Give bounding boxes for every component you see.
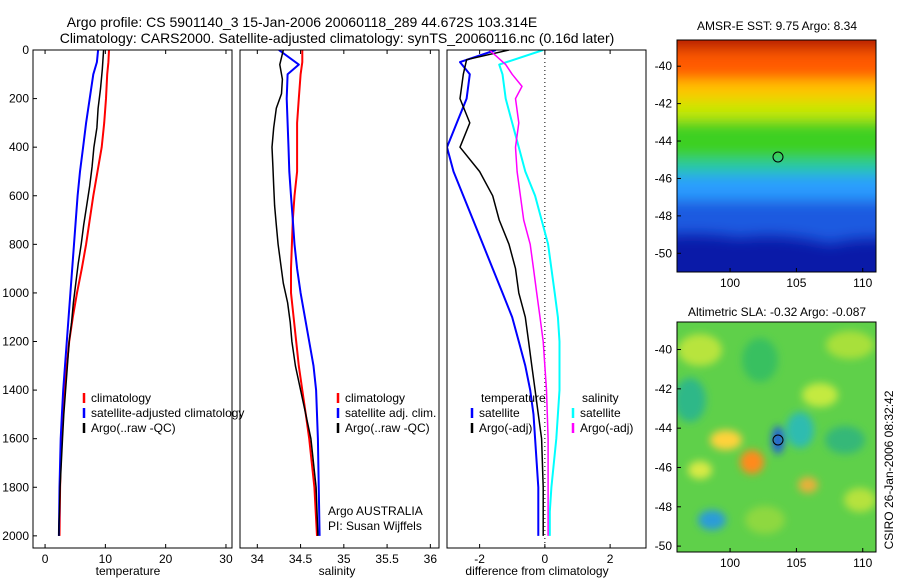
sst-map-box (676, 39, 877, 273)
salinity-xtick-label: 35 (337, 552, 351, 566)
sla-map-title: Altimetric SLA: -0.32 Argo: -0.087 (688, 305, 866, 319)
temperature-ytick-label: 2000 (2, 529, 29, 543)
salinity-xtick-label: 34.5 (289, 552, 313, 566)
legend-label: Argo(..raw -QC) (345, 421, 430, 435)
salinity-series-satellite-adj-clim (278, 50, 321, 536)
temperature-xtick-label: 30 (219, 552, 233, 566)
difference-axes: -2 0 2 (474, 50, 614, 566)
difference-xtick-label: -2 (474, 552, 485, 566)
difference-xtick-label: 2 (607, 552, 614, 566)
temperature-xtick-label: 20 (159, 552, 173, 566)
temperature-plot (57, 50, 110, 536)
legend-label: Argo(..raw -QC) (91, 421, 176, 435)
legend-label: satellite (580, 406, 621, 420)
temperature-ytick-label: 600 (9, 189, 29, 203)
temperature-series-climatology (58, 50, 110, 536)
figure-title-line1: Argo profile: CS 5901140_3 15-Jan-2006 2… (67, 14, 537, 30)
sla-argo-marker (772, 434, 784, 446)
temperature-series-satellite-adjusted-climatology (57, 50, 100, 536)
sla_map-ytick-label: -48 (655, 500, 673, 514)
temperature-ytick-label: 400 (9, 140, 29, 154)
temperature-series-argo-raw-qc (58, 50, 105, 536)
sst_map-ytick-label: -46 (655, 171, 673, 185)
sst_map-ytick-label: -44 (655, 134, 673, 148)
difference-series-temperature-satellite (447, 50, 540, 536)
salinity-xtick-label: 35.5 (375, 552, 399, 566)
sst_map-xtick-label: 105 (786, 276, 806, 290)
sla-map-image (677, 322, 876, 552)
argo-program-label: Argo AUSTRALIA (328, 504, 423, 518)
difference-xtick-label: 0 (542, 552, 549, 566)
salinity-axes-box (239, 49, 440, 549)
csiro-timestamp: CSIRO 26-Jan-2006 08:32:42 (882, 390, 896, 549)
sla_map-ytick-label: -46 (655, 460, 673, 474)
sst-map-panel: AMSR-E SST: 9.75 Argo: 8.34 100 105 110 -40… (655, 19, 877, 290)
temperature-xtick-label: 0 (42, 552, 49, 566)
sla_map-xtick-label: 110 (853, 556, 872, 570)
sst-map-title: AMSR-E SST: 9.75 Argo: 8.34 (697, 19, 857, 33)
sst_map-ytick-label: -48 (655, 209, 673, 223)
difference-panel: -2 0 2 difference from climatology tempera… (446, 49, 647, 578)
legend-group-heading: temperature (481, 391, 546, 405)
sla-map-box (676, 321, 877, 553)
salinity-plot (271, 50, 321, 536)
legend-group-heading: salinity (582, 391, 619, 405)
legend-label: satellite adj. clim. (345, 406, 436, 420)
salinity-series-climatology (290, 50, 318, 536)
sst-argo-marker (772, 151, 784, 163)
pi-name-label: PI: Susan Wijffels (328, 519, 422, 533)
salinity-panel: 34 34.5 35 35.5 36 salinity climatologysatel… (239, 49, 440, 578)
difference-legend: temperaturesatelliteArgo(-adj)salinitysa… (470, 391, 633, 435)
temperature-xtick-label: 10 (99, 552, 113, 566)
sst_map-ytick-label: -42 (655, 97, 673, 111)
temperature-xlabel: temperature (96, 564, 161, 578)
temperature-axes: 0 10 20 30 0 200 400 600 800 1000 1200 1400 1600 1800… (2, 43, 233, 566)
temperature-ytick-label: 1800 (2, 480, 29, 494)
sla-map-panel: Altimetric SLA: -0.32 Argo: -0.087 (655, 305, 877, 570)
sla-map-axes: 100 105 110 -40 -42 -44 -46 -48 -50 (655, 343, 873, 570)
salinity-series-argo-raw-qc (271, 50, 319, 536)
salinity-xtick-label: 34 (251, 552, 265, 566)
legend-label: Argo(-adj) (580, 421, 633, 435)
difference-series-salinity-satellite (498, 50, 561, 536)
temperature-ytick-label: 1600 (2, 432, 29, 446)
sla_map-xtick-label: 105 (786, 556, 806, 570)
sla_map-ytick-label: -50 (655, 539, 673, 553)
temperature-ytick-label: 200 (9, 92, 29, 106)
legend-label: climatology (91, 391, 151, 405)
temperature-axes-box (32, 49, 233, 549)
difference-xlabel: difference from climatology (465, 564, 608, 578)
sst_map-ytick-label: -50 (655, 246, 673, 260)
figure-title-line2: Climatology: CARS2000. Satellite-adjuste… (60, 30, 615, 46)
difference-axes-box (446, 49, 647, 549)
sla_map-ytick-label: -44 (655, 421, 673, 435)
sla_map-ytick-label: -42 (655, 382, 673, 396)
temperature-panel: 0 10 20 30 0 200 400 600 800 1000 1200 1400 1600 1800… (2, 43, 244, 578)
sla_map-ytick-label: -40 (655, 343, 673, 357)
legend-label: satellite-adjusted climatology (91, 406, 244, 420)
sst-map-axes: 100 105 110 -40 -42 -44 -46 -48 -50 (655, 59, 873, 290)
sst_map-xtick-label: 110 (853, 276, 872, 290)
salinity-axes: 34 34.5 35 35.5 36 (251, 50, 438, 566)
sst-map-image (677, 40, 876, 272)
salinity-xlabel: salinity (319, 564, 356, 578)
temperature-ytick-label: 1000 (2, 286, 29, 300)
difference-plot (447, 50, 561, 548)
temperature-ytick-label: 1400 (2, 383, 29, 397)
difference-series-salinity-argo-adj (488, 50, 549, 536)
sla_map-xtick-label: 100 (720, 556, 740, 570)
temperature-ytick-label: 1200 (2, 335, 29, 349)
legend-label: satellite (479, 406, 520, 420)
temperature-ytick-label: 0 (22, 43, 29, 57)
legend-label: Argo(-adj) (479, 421, 532, 435)
temperature-ytick-label: 800 (9, 237, 29, 251)
legend-label: climatology (345, 391, 405, 405)
sst_map-ytick-label: -40 (655, 59, 673, 73)
difference-series-temperature-argo-adj (459, 50, 544, 536)
salinity-xtick-label: 36 (424, 552, 438, 566)
sst_map-xtick-label: 100 (720, 276, 740, 290)
